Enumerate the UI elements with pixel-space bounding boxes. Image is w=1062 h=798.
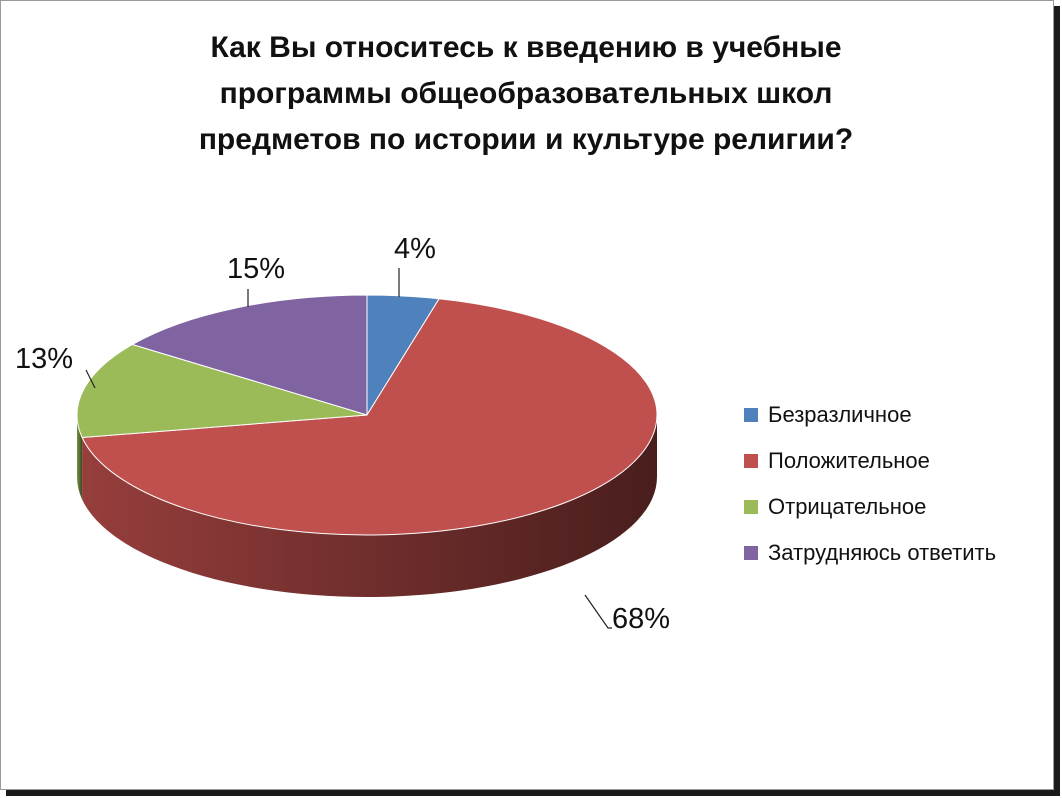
data-label-2: 13% <box>15 343 73 375</box>
chart-legend: Безразличное Положительное Отрицательное За… <box>744 392 1044 576</box>
legend-item: Отрицательное <box>744 484 1044 530</box>
leader-line-1 <box>584 594 612 629</box>
leader-line-2 <box>85 369 96 389</box>
legend-swatch <box>744 454 758 468</box>
legend-item: Затрудняюсь ответить <box>744 530 1044 576</box>
legend-swatch <box>744 408 758 422</box>
legend-label: Безразличное <box>768 402 912 427</box>
legend-item: Положительное <box>744 438 1044 484</box>
pie-slice-1 <box>81 298 658 536</box>
legend-swatch <box>744 500 758 514</box>
legend-swatch <box>744 546 758 560</box>
pie-slice-2 <box>76 343 368 439</box>
legend-label: Затрудняюсь ответить <box>768 540 997 565</box>
legend-label: Положительное <box>768 448 930 473</box>
legend-label: Отрицательное <box>768 494 927 519</box>
data-label-3: 15% <box>227 253 285 285</box>
legend-item: Безразличное <box>744 392 1044 438</box>
chart-title: Как Вы относитесь к введению в учебные п… <box>198 31 854 156</box>
pie-slice-3 <box>131 294 368 416</box>
data-label-1: 68% <box>612 603 670 635</box>
pie-side-отрицательное <box>77 415 83 500</box>
pie-side-положительное <box>82 415 657 598</box>
data-label-0: 4% <box>394 233 436 265</box>
